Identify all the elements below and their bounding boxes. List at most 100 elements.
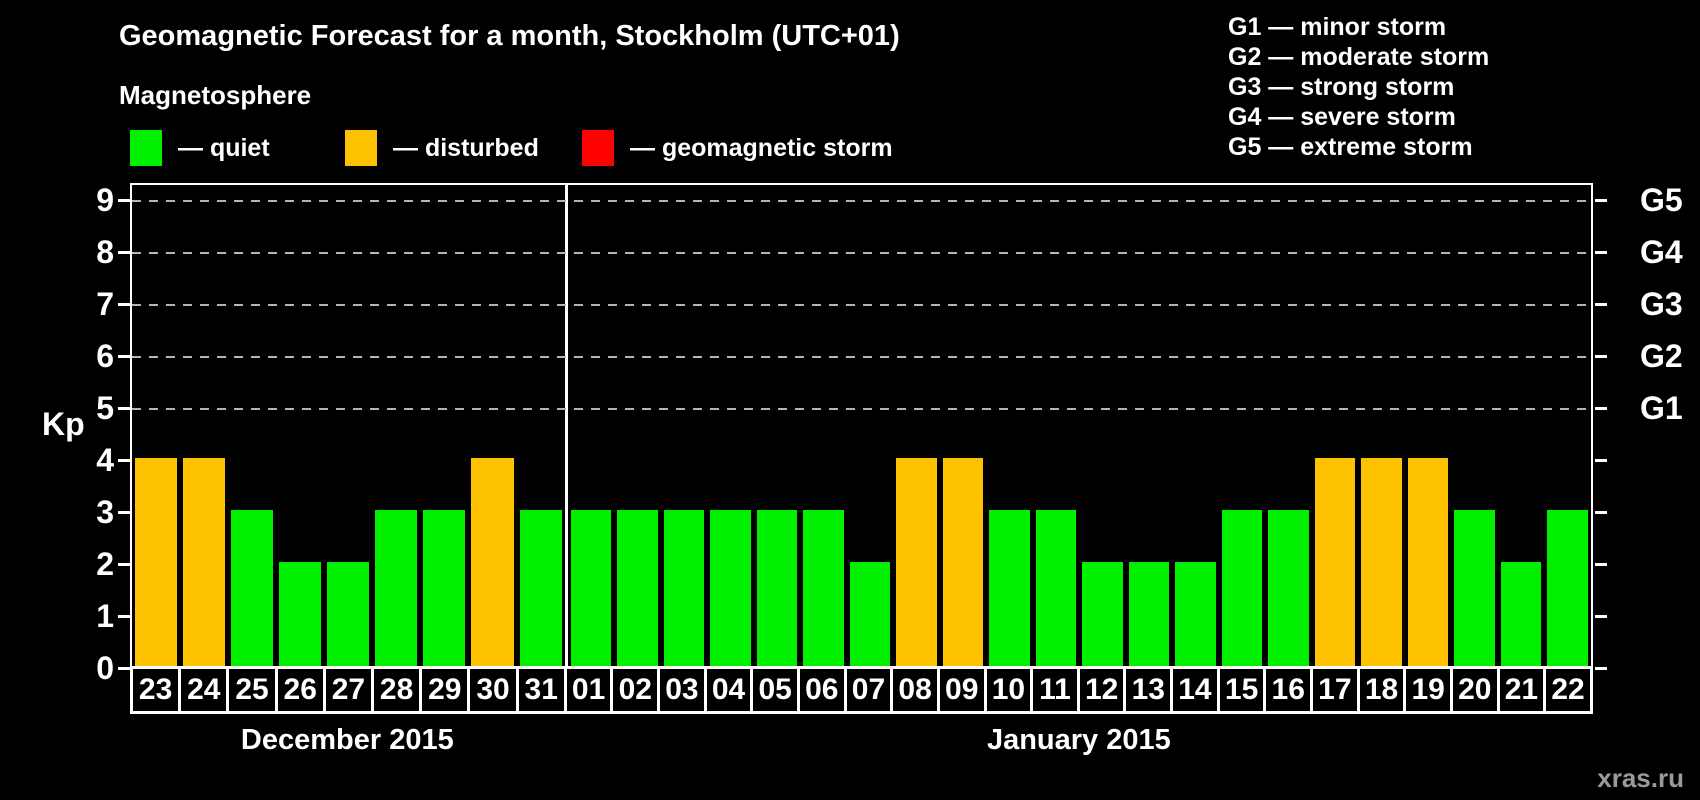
month-label-0: December 2015	[240, 724, 454, 756]
kp-bar-day-15	[1221, 510, 1263, 666]
kp-bar-day-16	[1268, 510, 1309, 666]
y-axis-label-8: 8	[96, 234, 114, 270]
g-legend-item-g4: G4 — severe storm	[1228, 103, 1456, 131]
bar-slot-day-21	[1498, 185, 1545, 666]
day-label-18: 18	[1356, 666, 1407, 714]
day-label-02: 02	[610, 666, 661, 714]
day-label-14: 14	[1170, 666, 1220, 714]
day-label-31: 31	[515, 666, 567, 714]
month-axis: December 2015 January 2015	[130, 724, 1593, 757]
gridline-kp7	[132, 304, 1591, 306]
y-tick-left-3	[118, 511, 130, 514]
bar-slot-day-30	[468, 185, 516, 666]
kp-bar-day-26	[279, 562, 322, 666]
day-label-22: 22	[1543, 666, 1593, 714]
y-axis-label-9: 9	[96, 182, 114, 218]
month-label-group-1: January 2015	[565, 724, 1593, 757]
day-label-25: 25	[226, 666, 278, 714]
kp-bar-day-30	[471, 458, 514, 666]
kp-bar-day-06	[803, 510, 844, 666]
month-label-1: January 2015	[986, 724, 1171, 756]
kp-bar-day-07	[849, 562, 891, 666]
g-scale-legend: G1 — minor storm G2 — moderate storm G3 …	[1228, 12, 1489, 162]
bar-slot-day-12	[1079, 185, 1126, 666]
day-label-09: 09	[936, 666, 987, 714]
bar-slot-day-19	[1405, 185, 1452, 666]
bar-slot-day-29	[420, 185, 468, 666]
day-label-20: 20	[1449, 666, 1500, 714]
kp-bar-day-31	[519, 510, 562, 666]
y-tick-right-6	[1595, 355, 1607, 358]
y-tick-left-4	[118, 459, 130, 462]
bar-slot-day-10	[986, 185, 1033, 666]
kp-bar-day-02	[617, 510, 658, 666]
quiet-color-swatch	[130, 130, 162, 166]
month-bars-1	[564, 185, 1591, 666]
g-axis-label-g1: G1	[1640, 390, 1683, 426]
bar-slot-day-24	[180, 185, 228, 666]
y-tick-left-1	[118, 615, 130, 618]
y-axis-label-5: 5	[96, 390, 114, 426]
month-days-0: 23 24 25 26 27 28 29 30 31	[130, 666, 567, 716]
kp-bar-day-29	[423, 510, 466, 666]
day-label-12: 12	[1076, 666, 1127, 714]
bar-slot-day-03	[661, 185, 708, 666]
day-label-13: 13	[1123, 666, 1174, 714]
bar-slot-day-15	[1219, 185, 1266, 666]
kp-bar-day-01	[570, 510, 612, 666]
day-label-17: 17	[1310, 666, 1360, 714]
kp-bar-day-22	[1547, 510, 1588, 666]
bar-slot-day-05	[754, 185, 801, 666]
y-tick-right-8	[1595, 251, 1607, 254]
gridline-kp8	[132, 252, 1591, 254]
plot-area	[130, 183, 1593, 668]
kp-bar-day-18	[1361, 458, 1402, 666]
day-label-28: 28	[371, 666, 423, 714]
y-axis-label-7: 7	[96, 286, 114, 322]
g-axis-label-g4: G4	[1640, 234, 1683, 270]
day-label-16: 16	[1263, 666, 1314, 714]
g-legend-item-g5: G5 — extreme storm	[1228, 133, 1473, 161]
kp-bar-day-05	[756, 510, 798, 666]
bar-slot-day-07	[847, 185, 894, 666]
legend-item-quiet: — quiet	[130, 129, 270, 167]
day-label-07: 07	[843, 666, 894, 714]
g-legend-item-g3: G3 — strong storm	[1228, 73, 1455, 101]
g-axis-label-g5: G5	[1640, 182, 1683, 218]
bar-slot-day-14	[1172, 185, 1219, 666]
y-tick-left-7	[118, 303, 130, 306]
y-tick-left-0	[118, 667, 130, 670]
bar-slot-day-02	[614, 185, 661, 666]
day-label-29: 29	[419, 666, 471, 714]
bar-slot-day-09	[940, 185, 987, 666]
kp-bar-day-03	[663, 510, 705, 666]
y-axis-label-6: 6	[96, 338, 114, 374]
disturbed-color-swatch	[345, 130, 377, 166]
y-tick-right-7	[1595, 303, 1607, 306]
legend-item-storm: — geomagnetic storm	[582, 129, 893, 167]
y-tick-left-5	[118, 407, 130, 410]
kp-bar-day-08	[896, 458, 937, 666]
day-label-06: 06	[797, 666, 847, 714]
y-tick-left-8	[118, 251, 130, 254]
y-axis-label-0: 0	[96, 650, 114, 686]
g-legend-item-g2: G2 — moderate storm	[1228, 43, 1490, 71]
bar-slot-day-17	[1312, 185, 1359, 666]
day-label-24: 24	[178, 666, 230, 714]
bar-slot-day-27	[324, 185, 372, 666]
day-label-05: 05	[750, 666, 800, 714]
day-label-10: 10	[983, 666, 1034, 714]
y-axis-label-3: 3	[96, 494, 114, 530]
day-label-23: 23	[130, 666, 182, 714]
y-tick-right-0	[1595, 667, 1607, 670]
month-label-group-0: December 2015	[130, 724, 565, 757]
day-label-19: 19	[1403, 666, 1453, 714]
bar-slot-day-01	[568, 185, 615, 666]
day-label-26: 26	[274, 666, 326, 714]
bar-slot-day-25	[228, 185, 276, 666]
y-tick-left-2	[118, 563, 130, 566]
legend-label-disturbed: — disturbed	[393, 133, 539, 162]
y-axis-label-1: 1	[96, 598, 114, 634]
y-tick-right-3	[1595, 511, 1607, 514]
